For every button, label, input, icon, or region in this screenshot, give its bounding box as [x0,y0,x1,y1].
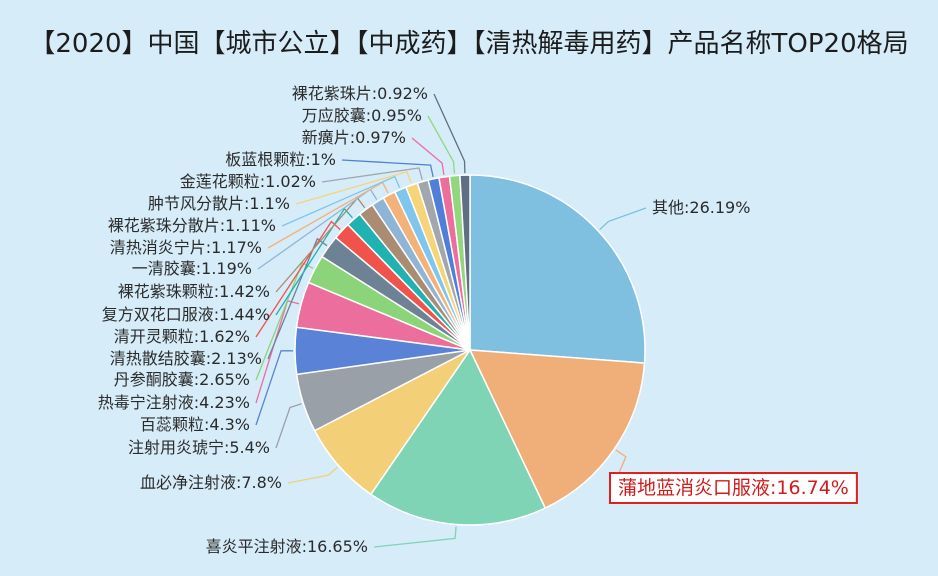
slice-7-label: 热毒宁注射液:4.23% [98,393,250,412]
slice-17-leader-line [321,167,423,183]
slice-3-leader-line [373,526,457,548]
slice-11-leader-line [275,207,353,316]
slice-1-leader-line [599,207,647,231]
slice-21-leader-line [433,93,466,174]
slice-19-label: 新癀片:0.97% [302,128,406,147]
slice-3-wedge [369,348,547,526]
slice-19-leader-line [411,137,445,175]
slice-2-wedge [468,349,646,510]
slice-1-label: 其他:26.19% [652,198,750,217]
slice-8-label: 丹参酮胶囊:2.65% [114,370,250,389]
slice-15-label: 裸花紫珠分散片:1.11% [108,216,276,235]
slice-5-leader-line [275,403,302,449]
slice-9-leader-line [267,237,328,360]
slice-14-label: 清热消炎宁片:1.17% [110,238,262,257]
slice-16-leader-line [295,171,412,205]
slice-13-label: 一清胶囊:1.19% [132,259,252,278]
slice-3-label: 喜炎平注射液:16.65% [206,537,368,556]
leader-lines [255,93,647,548]
slice-20-leader-line [427,115,456,174]
slice-17-label: 金莲花颗粒:1.02% [180,172,316,191]
pie-slices [294,174,646,526]
slice-15-leader-line [281,175,401,227]
slice-18-leader-line [341,159,434,178]
slice-5-label: 注射用炎琥宁:5.4% [128,438,270,457]
slice-21-wedge [459,174,471,351]
slice-9-label: 清热散结胶囊:2.13% [110,349,262,368]
slice-8-leader-line [255,261,314,381]
slice-21-label: 裸花紫珠片:0.92% [292,84,428,103]
slice-12-label: 裸花紫珠颗粒:1.42% [118,282,270,301]
slice-6-label: 百蕊颗粒:4.3% [140,415,250,434]
slice-11-label: 复方双花口服液:1.44% [102,305,270,324]
slice-labels: 其他:26.19% 蒲地蓝消炎口服液:16.74% 喜炎平注射液:16.65% 血必净… [98,84,849,556]
slice-18-label: 板蓝根颗粒:1% [225,150,336,169]
highlight-label-box [609,472,858,504]
slice-20-label: 万应胶囊:0.95% [302,106,422,125]
slice-10-label: 清开灵颗粒:1.62% [114,327,250,346]
slice-4-leader-line [287,466,338,484]
slice-16-label: 肿节风分散片:1.1% [148,194,290,213]
slice-2-label: 蒲地蓝消炎口服液:16.74% [618,477,849,499]
slice-1-wedge [469,174,646,364]
slice-4-label: 血必净注射液:7.8% [140,473,282,492]
slice-6-leader-line [255,350,293,426]
slice-10-leader-line [255,220,341,338]
chart-title: 【2020】中国【城市公立】【中成药】【清热解毒用药】产品名称TOP20格局 [29,29,908,59]
